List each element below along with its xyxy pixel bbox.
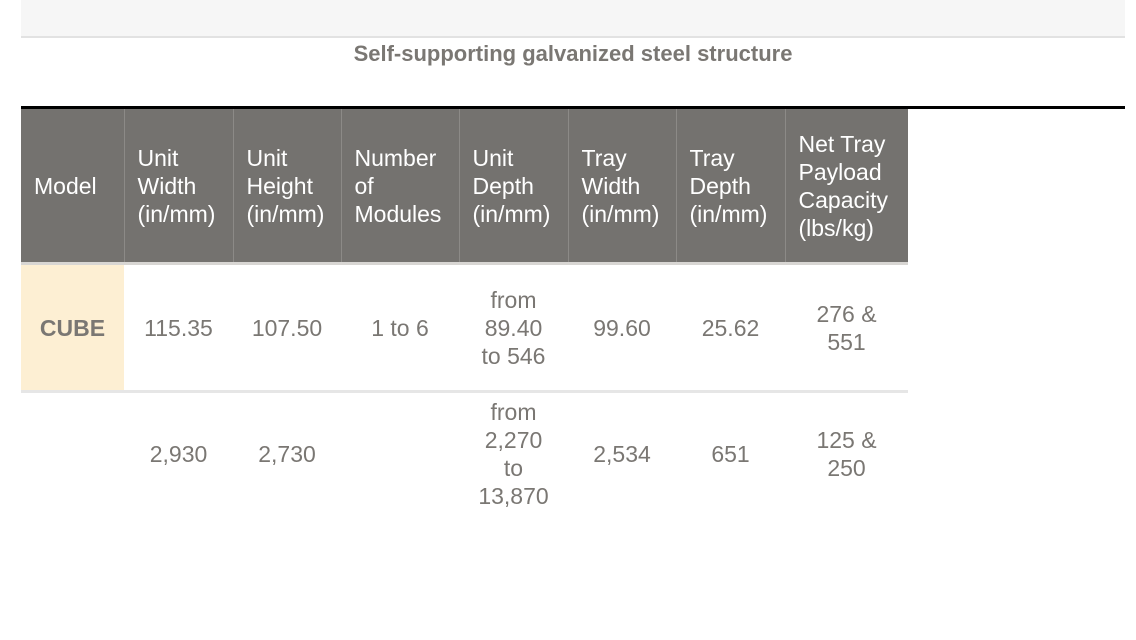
modules-cell [341,392,459,516]
header-line: Number [354,144,437,171]
header-tray-depth: Tray Depth (in/mm) [676,109,786,265]
caption-divider [21,106,1125,109]
unit-depth-cell: from 89.40 to 546 [459,263,568,393]
header-net-tray-payload-capacity: Net Tray Payload Capacity (lbs/kg) [785,109,908,265]
cell-line: 2,270 [484,427,543,453]
header-line: Unit [137,144,179,171]
header-line: (in/mm) [689,200,768,227]
header-line: of [354,172,374,199]
table-caption: Self-supporting galvanized steel structu… [353,41,793,66]
tray-width-cell: 99.60 [568,263,676,393]
top-band [21,0,1125,38]
header-line: Tray [689,144,735,171]
cell-line: from [490,286,537,313]
cell-line: from [490,399,537,425]
header-row: Model Unit Width (in/mm) Unit Height (in… [21,109,908,265]
payload-cell: 276 & 551 [785,263,908,393]
cell-line: to [503,455,524,481]
table-row: 2,930 2,730 from 2,270 to 13,870 2,534 6… [21,391,908,516]
header-line: Modules [354,200,442,227]
unit-height-cell: 107.50 [233,263,341,393]
table-row: CUBE 115.35 107.50 1 to 6 from 89.40 to … [21,263,908,393]
header-number-of-modules: Number of Modules [341,109,460,265]
header-unit-width: Unit Width (in/mm) [124,109,234,265]
unit-depth-cell: from 2,270 to 13,870 [459,392,568,516]
header-line: Capacity [798,186,888,213]
header-line: Net Tray [798,130,886,157]
modules-cell: 1 to 6 [341,263,459,393]
model-name-cell: CUBE [21,263,124,393]
cell-line: 551 [827,328,866,355]
header-line: (lbs/kg) [798,214,874,241]
cell-line: to 546 [481,342,546,369]
header-line: Depth [689,172,751,199]
header-model: Model [21,109,125,265]
tray-depth-cell: 25.62 [676,263,785,393]
header-line: Height [246,172,313,199]
cell-line: 276 & [816,300,877,327]
header-line: Unit [472,144,514,171]
unit-height-cell: 2,730 [258,441,316,467]
header-line: Width [581,172,641,199]
header-line: (in/mm) [246,200,325,227]
header-unit-height: Unit Height (in/mm) [233,109,342,265]
header-line: (in/mm) [581,200,660,227]
cell-line: 89.40 [484,314,543,341]
payload-cell: 125 & 250 [785,392,908,516]
unit-width-cell: 2,930 [149,441,208,467]
header-line: Payload [798,158,882,185]
cell-line: 250 [827,455,866,481]
header-tray-width: Tray Width (in/mm) [568,109,677,265]
header-line: Depth [472,172,534,199]
cell-line: 13,870 [478,483,549,509]
model-name-cell [21,391,124,515]
header-model-line: Model [34,172,97,199]
spec-table: Model Unit Width (in/mm) Unit Height (in… [21,109,908,515]
header-line: Unit [246,144,288,171]
cell-line: 125 & [816,427,877,453]
header-line: (in/mm) [472,200,551,227]
tray-depth-cell: 651 [711,441,750,467]
unit-width-cell: 115.35 [124,263,233,393]
tray-width-cell: 2,534 [593,441,651,467]
header-line: Width [137,172,197,199]
header-unit-depth: Unit Depth (in/mm) [459,109,569,265]
header-line: Tray [581,144,627,171]
header-line: (in/mm) [137,200,216,227]
